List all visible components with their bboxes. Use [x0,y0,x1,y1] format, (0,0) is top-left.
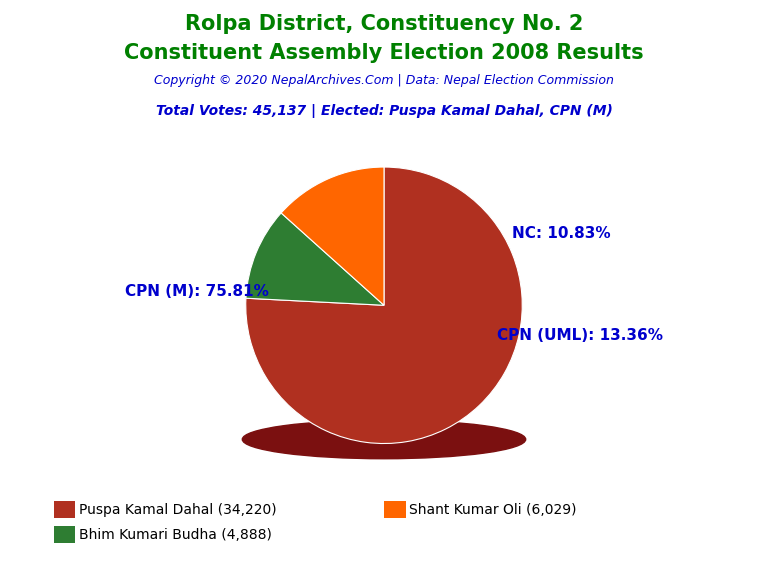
Text: Bhim Kumari Budha (4,888): Bhim Kumari Budha (4,888) [79,528,272,541]
Text: Rolpa District, Constituency No. 2: Rolpa District, Constituency No. 2 [185,14,583,35]
Wedge shape [281,167,384,305]
Ellipse shape [243,420,525,458]
Wedge shape [246,213,384,305]
Text: Copyright © 2020 NepalArchives.Com | Data: Nepal Election Commission: Copyright © 2020 NepalArchives.Com | Dat… [154,74,614,87]
Text: CPN (M): 75.81%: CPN (M): 75.81% [125,284,270,299]
Text: CPN (UML): 13.36%: CPN (UML): 13.36% [498,328,664,343]
Text: Puspa Kamal Dahal (34,220): Puspa Kamal Dahal (34,220) [79,503,276,517]
Text: Shant Kumar Oli (6,029): Shant Kumar Oli (6,029) [409,503,577,517]
Text: Constituent Assembly Election 2008 Results: Constituent Assembly Election 2008 Resul… [124,43,644,63]
Text: Total Votes: 45,137 | Elected: Puspa Kamal Dahal, CPN (M): Total Votes: 45,137 | Elected: Puspa Kam… [156,104,612,118]
Wedge shape [246,167,522,444]
Text: NC: 10.83%: NC: 10.83% [511,226,611,241]
